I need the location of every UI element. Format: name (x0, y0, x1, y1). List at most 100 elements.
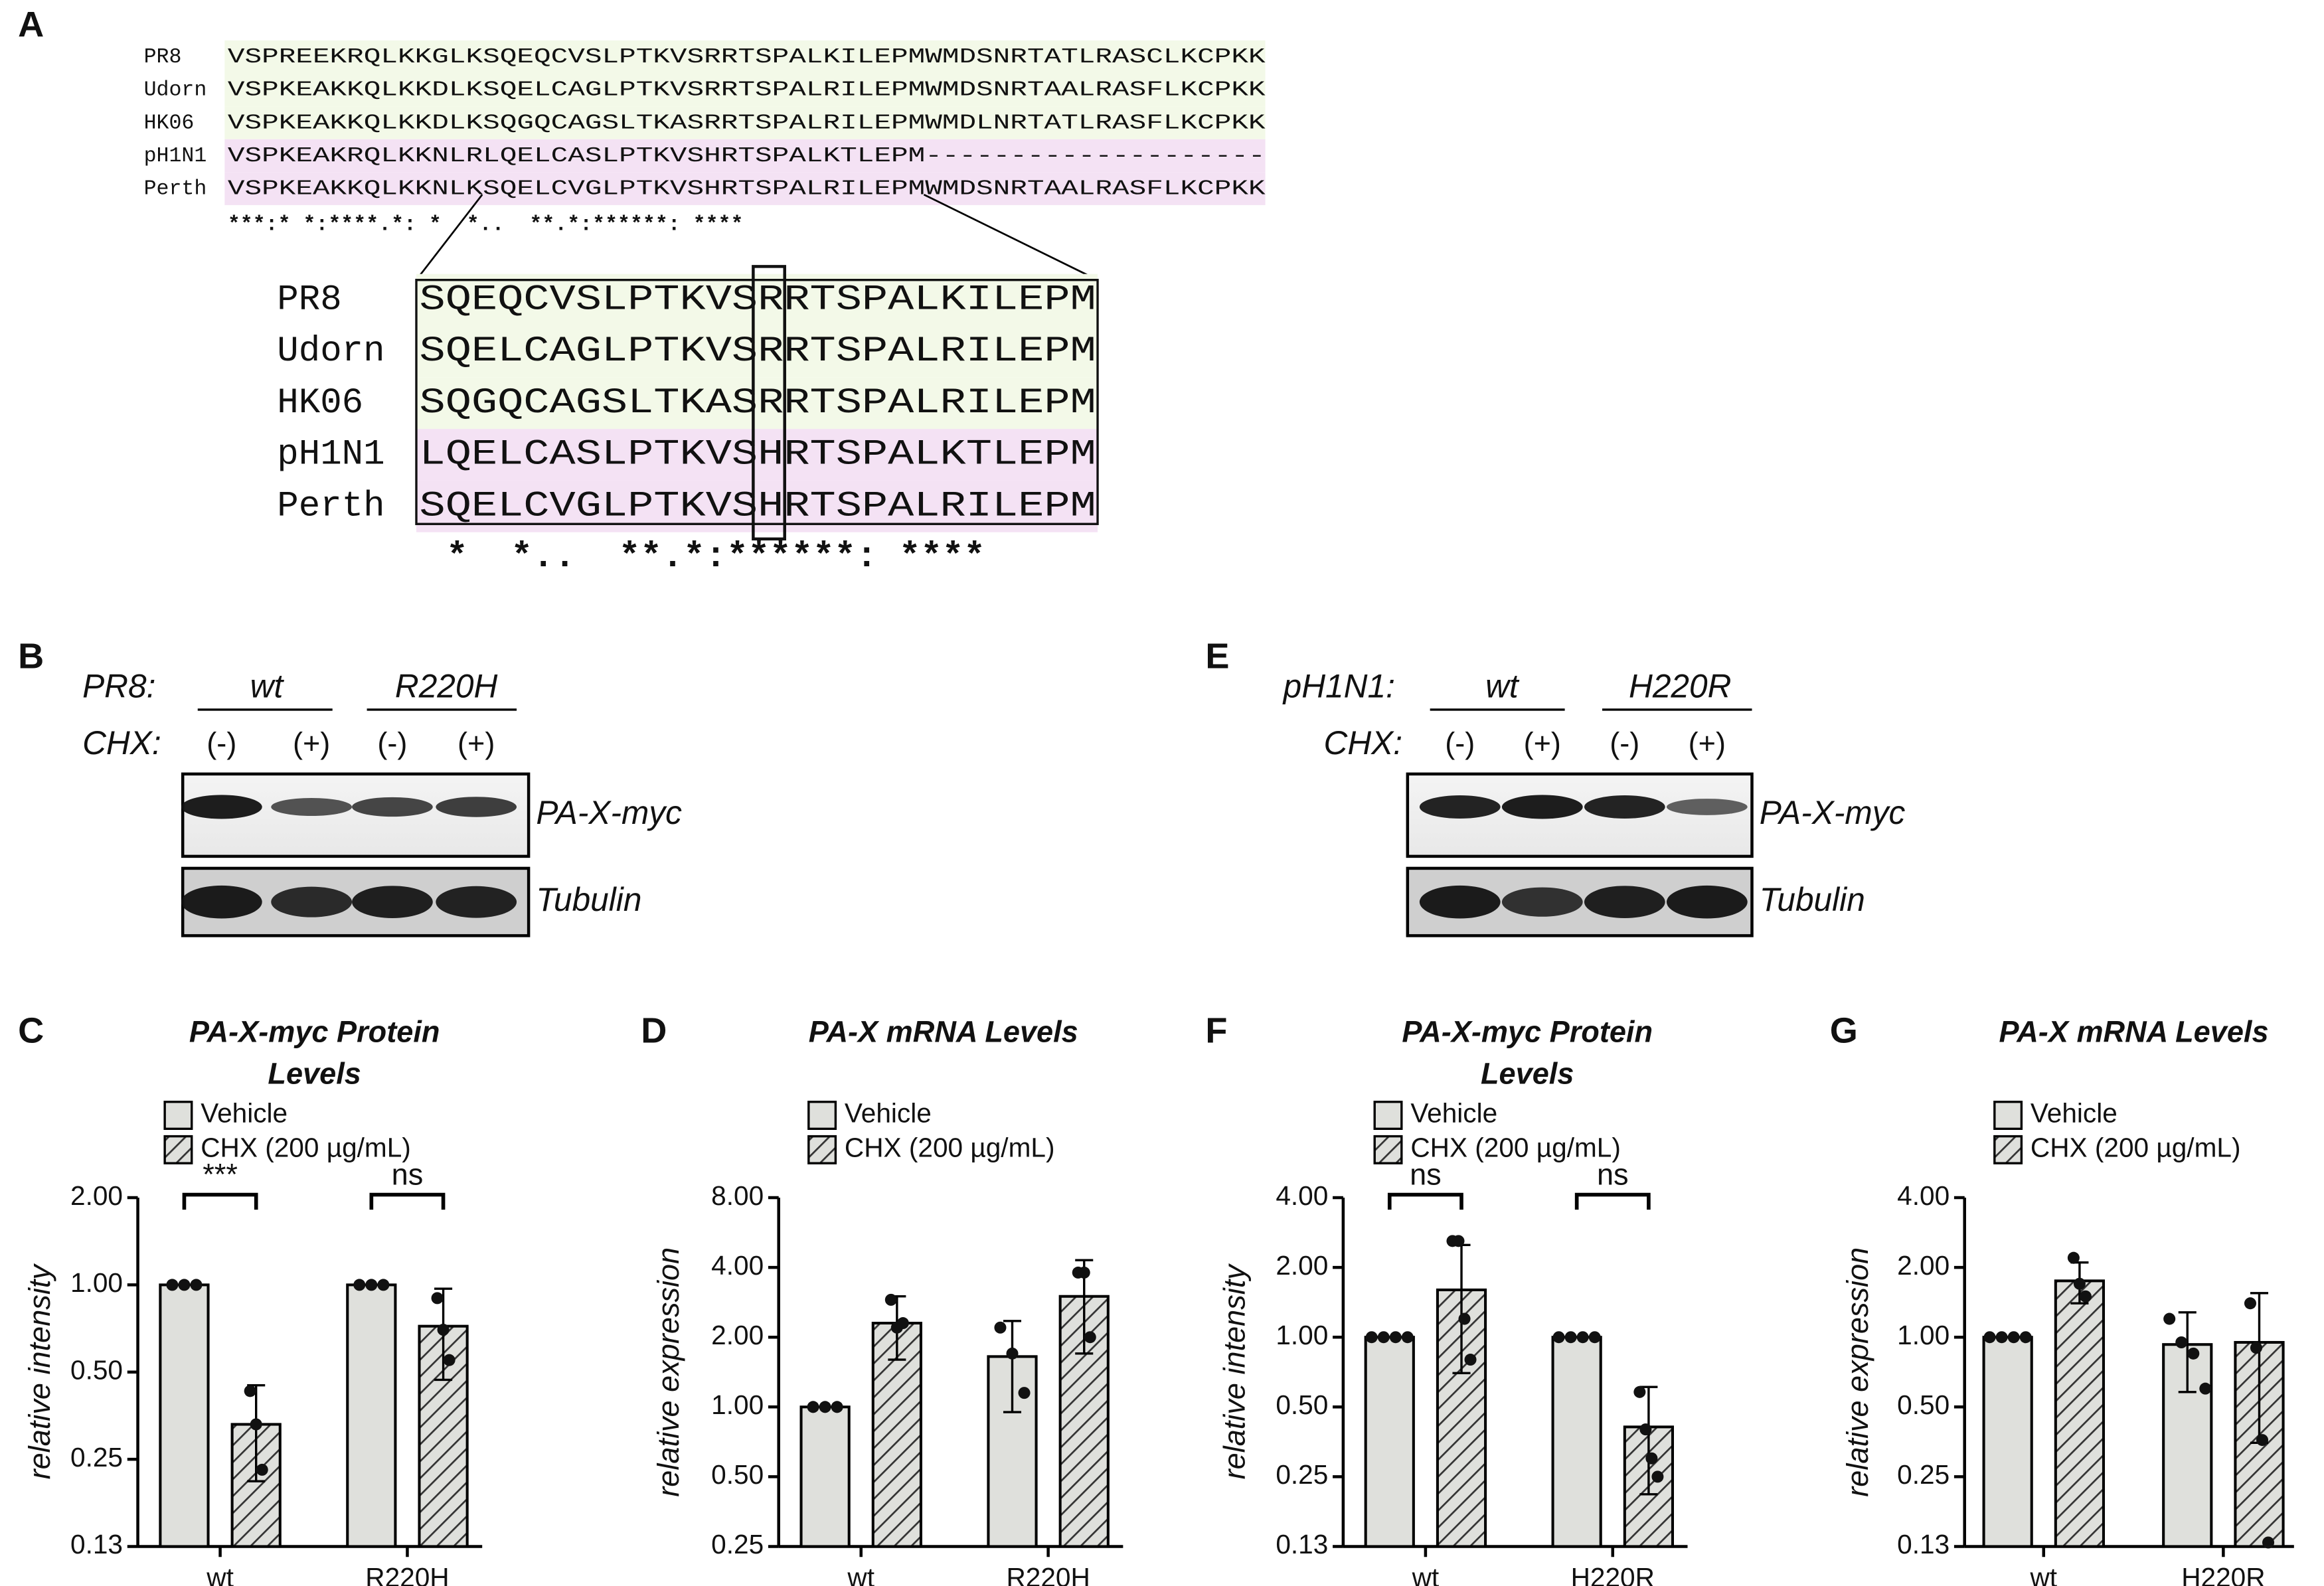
band (352, 797, 433, 817)
y-tick-label: 0.50 (1276, 1389, 1328, 1420)
y-axis-label: relative expression (651, 1247, 685, 1497)
blot-row-label: PA-X-myc (536, 794, 682, 831)
lane-label: (+) (457, 726, 495, 760)
significance-bracket (369, 1192, 446, 1210)
lane-label: (-) (377, 726, 407, 760)
data-point (1389, 1331, 1402, 1344)
y-axis-label: relative intensity (1218, 1263, 1252, 1480)
y-tick-label: 0.13 (1897, 1529, 1950, 1559)
row-highlight (416, 377, 1098, 430)
band (271, 886, 353, 917)
data-point (1645, 1452, 1658, 1465)
legend-label: CHX (200 µg/mL) (845, 1133, 1055, 1163)
strain-name: Perth (144, 177, 207, 200)
y-tick-label: 4.00 (711, 1250, 764, 1281)
sequence: VSPKEAKKQLKKNLKSQELCVGLPTKVSHRTSPALRILEP… (228, 177, 1266, 200)
y-axis-label: relative expression (1841, 1247, 1874, 1497)
group-label: wt (250, 667, 285, 704)
data-point (1401, 1331, 1414, 1344)
data-point (2262, 1536, 2275, 1549)
data-point (1006, 1347, 1019, 1360)
y-tick-label: 2.00 (711, 1320, 764, 1350)
strain-name: PR8 (144, 46, 182, 69)
row-highlight (416, 274, 1098, 326)
y-tick-label: 0.50 (711, 1459, 764, 1490)
data-point (2244, 1297, 2256, 1310)
significance-label: ns (392, 1157, 424, 1191)
band (1501, 795, 1583, 819)
data-point (256, 1463, 268, 1476)
legend-swatch (807, 1101, 837, 1130)
strain-name: pH1N1 (277, 435, 384, 475)
legend-label: CHX (200 µg/mL) (201, 1133, 411, 1163)
chart-title-box: PA-X mRNA Levels (1999, 1016, 2269, 1050)
legend-swatch (163, 1135, 193, 1164)
blot-row-label: Tubulin (1760, 881, 1865, 918)
band (436, 797, 517, 817)
zoom-line (923, 193, 1098, 281)
data-point (353, 1279, 366, 1291)
content: A B C D E F G PR8 VSPREEKRQLKKGLKSQEQCVSLPTKVSRR… (18, 5, 2294, 1586)
data-point (365, 1279, 378, 1291)
band (271, 797, 353, 817)
significance-label: ns (1597, 1157, 1629, 1191)
y-tick-label: 1.00 (1897, 1320, 1950, 1350)
data-point (2163, 1312, 2176, 1325)
data-point (1084, 1331, 1096, 1344)
y-tick-label: 0.25 (1897, 1459, 1950, 1490)
error-bar (2178, 1311, 2197, 1393)
x-tick-label: wt (206, 1562, 234, 1586)
strain-label: PR8: (82, 667, 155, 704)
row-highlight (416, 429, 1098, 481)
chart-title: PA-X mRNA Levels (808, 1016, 1078, 1050)
bar (1436, 1288, 1487, 1548)
row-highlight (224, 40, 1266, 74)
y-tick-label: 0.25 (1276, 1459, 1328, 1490)
data-point (1651, 1470, 1664, 1483)
data-point (1564, 1331, 1577, 1344)
strain-label: pH1N1: (1282, 667, 1395, 704)
data-point (2175, 1336, 2188, 1349)
legend-label: Vehicle (201, 1098, 288, 1129)
data-point (2187, 1347, 2200, 1360)
data-point (2073, 1277, 2086, 1290)
y-tick-label: 2.00 (1897, 1250, 1950, 1281)
legend-label: CHX (200 µg/mL) (1410, 1133, 1621, 1163)
data-point (2007, 1331, 2020, 1344)
lane-label: (+) (1524, 726, 1561, 760)
blot-row-label: Tubulin (536, 881, 641, 918)
data-point (377, 1279, 390, 1291)
y-tick-label: 4.00 (1897, 1180, 1950, 1211)
chart-title-box: PA-X-myc Protein Levels (1402, 1016, 1653, 1091)
data-point (1464, 1354, 1477, 1366)
data-point (1995, 1331, 2008, 1344)
lane-label: (-) (1610, 726, 1639, 760)
significance-bracket (1574, 1192, 1651, 1210)
row-highlight (224, 73, 1266, 107)
sequence: VSPKEAKKQLKKDLKSQELCAGLPTKVSRRTSPALRILEP… (228, 79, 1266, 102)
group-label: R220H (395, 667, 498, 704)
blot-row-label: PA-X-myc (1760, 794, 1906, 831)
zoom-line (415, 194, 483, 281)
legend-swatch (163, 1101, 193, 1130)
bar (159, 1283, 210, 1548)
data-point (1576, 1331, 1589, 1344)
band (181, 885, 262, 919)
data-point (1452, 1235, 1465, 1247)
band (436, 886, 517, 918)
data-point (2250, 1342, 2263, 1354)
bar (1982, 1336, 2033, 1548)
bar (799, 1405, 851, 1548)
y-tick-label: 8.00 (711, 1180, 764, 1211)
strain-name: HK06 (144, 112, 195, 135)
y-tick-label: 0.50 (70, 1354, 123, 1385)
y-tick-label: 0.25 (70, 1442, 123, 1472)
lane-label: (+) (293, 726, 330, 760)
y-tick-label: 0.13 (1276, 1529, 1328, 1559)
significance-label: ns (1410, 1157, 1442, 1191)
bar (346, 1283, 397, 1548)
legend-label: Vehicle (1410, 1098, 1497, 1129)
y-tick-label: 1.00 (1276, 1320, 1328, 1350)
lane-label: (-) (207, 726, 236, 760)
legend-swatch (1373, 1135, 1403, 1164)
